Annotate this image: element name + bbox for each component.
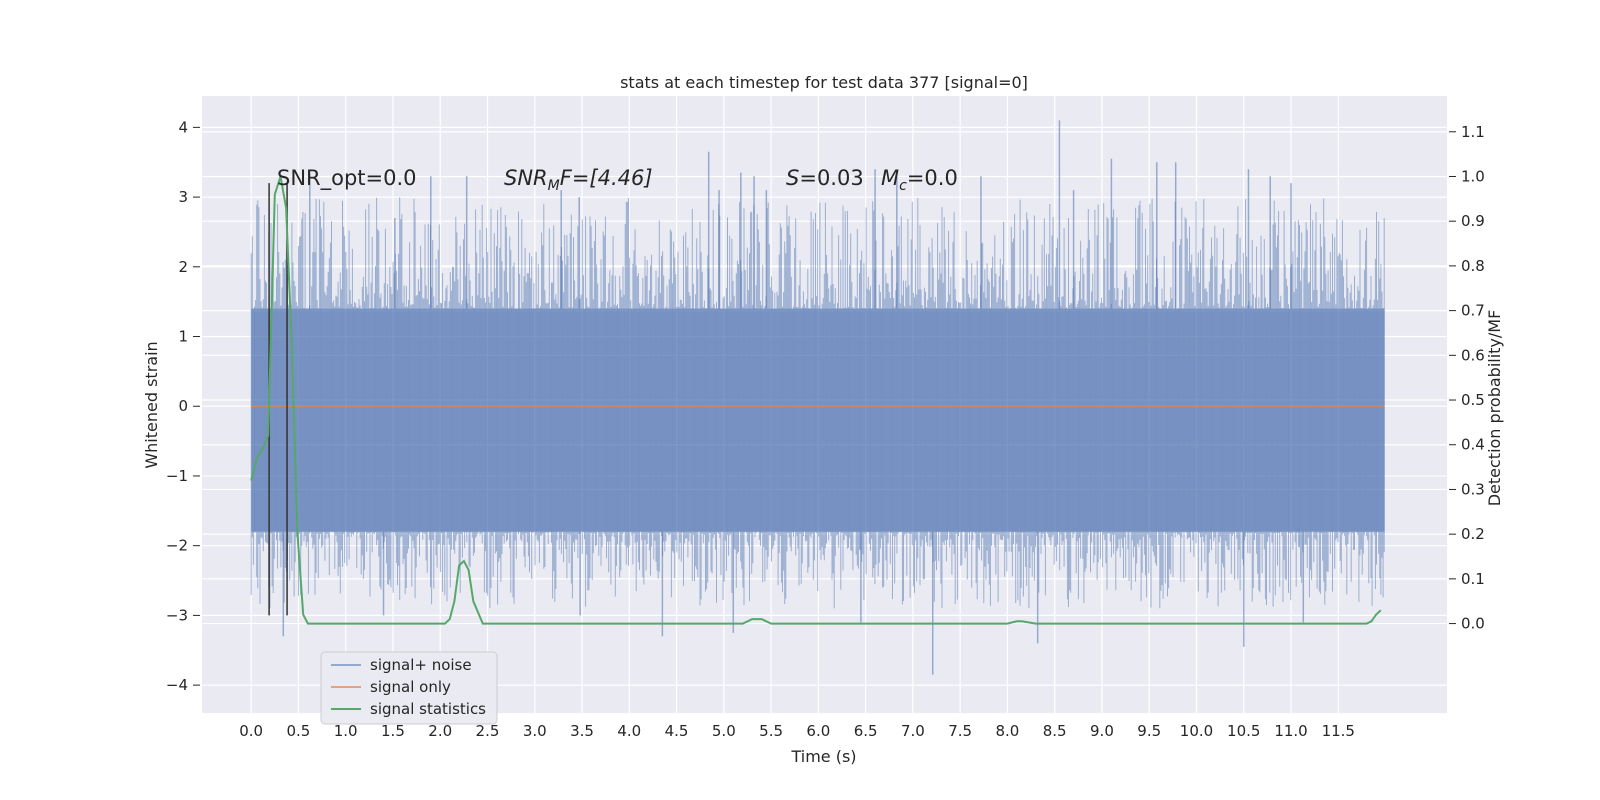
- y-tick-label: 0: [178, 397, 188, 415]
- y2-tick-label: 0.5: [1461, 391, 1485, 409]
- y-axis-label: Whitened strain: [142, 341, 161, 468]
- x-tick-label: 9.5: [1137, 722, 1161, 740]
- x-tick-label: 3.0: [523, 722, 547, 740]
- x-tick-label: 2.5: [476, 722, 500, 740]
- x-tick-label: 0.0: [239, 722, 263, 740]
- x-tick-label: 1.0: [334, 722, 358, 740]
- y2-tick-label: 0.0: [1461, 615, 1485, 633]
- y2-tick-labels: 1.1 1.0 0.9 0.8 0.7 0.6 0.5 0.4 0.3 0.2 0.1 0.0: [1449, 123, 1485, 633]
- mc-subscript: c: [899, 178, 907, 194]
- x-tick-label: 11.5: [1322, 722, 1355, 740]
- legend-label-statistics: signal statistics: [370, 700, 486, 718]
- y2-axis-label: Detection probability/MF: [1485, 310, 1504, 507]
- legend-box: [320, 651, 498, 725]
- x-tick-label: 9.0: [1090, 722, 1114, 740]
- y-tick-label: −4: [166, 676, 188, 694]
- x-tick-label: 0.5: [286, 722, 310, 740]
- x-tick-label: 8.5: [1043, 722, 1067, 740]
- snr-mf-annotation: SNRMF=[4.46]: [504, 166, 653, 194]
- snr-opt-annotation: SNR_opt=0.0: [277, 166, 417, 191]
- mc-name: M: [881, 166, 899, 190]
- y-tick-label: −3: [166, 606, 188, 624]
- snr-mf-subscript: M: [548, 178, 560, 194]
- y-tick-label: 2: [178, 258, 188, 276]
- x-tick-label: 11.0: [1274, 722, 1307, 740]
- s-value: =0.03: [799, 166, 863, 190]
- noise-band: [250, 120, 1385, 675]
- y2-tick-label: 0.8: [1461, 257, 1485, 275]
- noise-strokes: [250, 197, 1385, 609]
- legend-label-signal-only: signal only: [370, 678, 451, 696]
- x-tick-label: 4.5: [665, 722, 689, 740]
- y-tick-labels: 4 3 2 1 0 −1 −2 −3 −4: [166, 118, 200, 694]
- y-tick-label: 4: [178, 118, 188, 136]
- x-tick-label: 3.5: [570, 722, 594, 740]
- x-tick-label: 5.0: [712, 722, 736, 740]
- y-tick-label: 1: [178, 328, 188, 346]
- y2-tick-label: 1.0: [1461, 167, 1485, 185]
- x-tick-label: 10.0: [1180, 722, 1213, 740]
- x-tick-label: 4.0: [617, 722, 641, 740]
- s-name: S: [786, 166, 799, 190]
- x-tick-labels: 0.0 0.5 1.0 1.5 2.0 2.5 3.0 3.5 4.0 4.5 5.0 5.5 6.0 6…: [239, 722, 1355, 740]
- y2-tick-label: 0.9: [1461, 212, 1485, 230]
- x-tick-label: 8.0: [995, 722, 1019, 740]
- y2-tick-label: 0.4: [1461, 436, 1485, 454]
- x-tick-label: 2.0: [428, 722, 452, 740]
- y-tick-label: −2: [166, 537, 188, 555]
- x-tick-label: 6.0: [806, 722, 830, 740]
- x-tick-label: 1.5: [381, 722, 405, 740]
- legend-label-noise: signal+ noise: [370, 656, 472, 674]
- y2-tick-label: 0.3: [1461, 480, 1485, 498]
- x-tick-label: 6.5: [854, 722, 878, 740]
- y-tick-label: −1: [166, 467, 188, 485]
- y2-tick-label: 0.7: [1461, 302, 1485, 320]
- snr-mf-rest: F=[4.46]: [560, 166, 653, 190]
- y2-tick-label: 0.2: [1461, 525, 1485, 543]
- y2-tick-label: 0.6: [1461, 346, 1485, 364]
- chart-title: stats at each timestep for test data 377…: [620, 73, 1028, 92]
- legend: signal+ noise signal only signal statist…: [320, 651, 498, 725]
- snr-mf-prefix: SNR: [504, 166, 548, 190]
- s-annotation: S=0.03: [786, 166, 864, 190]
- series-layer: [250, 176, 1385, 625]
- x-tick-label: 5.5: [759, 722, 783, 740]
- mc-value: =0.0: [907, 166, 958, 190]
- signal-statistics-line: [250, 176, 1382, 625]
- x-tick-label: 7.5: [948, 722, 972, 740]
- x-axis-label: Time (s): [790, 747, 856, 766]
- x-tick-label: 10.5: [1227, 722, 1260, 740]
- y-tick-label: 3: [178, 188, 188, 206]
- y2-tick-label: 1.1: [1461, 123, 1485, 141]
- mc-annotation: Mc=0.0: [881, 166, 958, 194]
- y2-tick-label: 0.1: [1461, 570, 1485, 588]
- x-tick-label: 7.0: [901, 722, 925, 740]
